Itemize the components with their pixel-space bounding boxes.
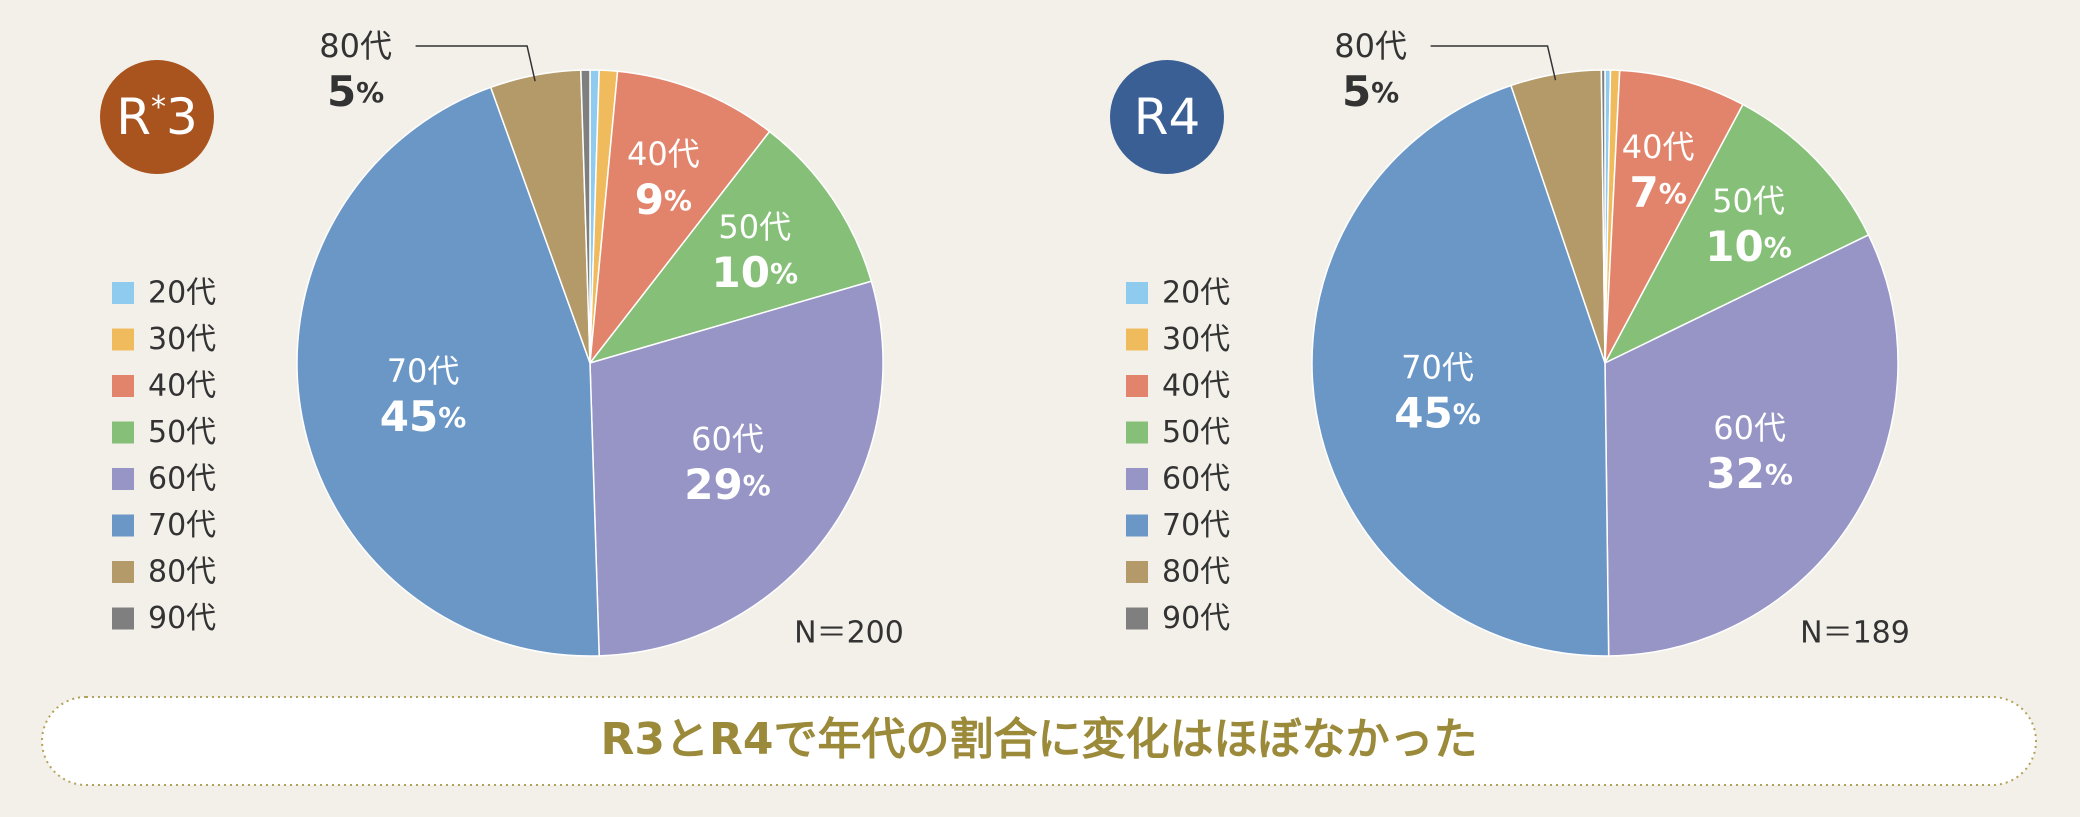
slice-value-label: 29%: [684, 459, 771, 508]
slice-value-label: 5%: [1342, 67, 1399, 116]
slice-category: 50代: [718, 208, 791, 246]
legend-label: 80代: [1162, 555, 1230, 590]
legend-swatch: [112, 607, 134, 630]
slice-category: 80代: [319, 27, 392, 65]
legend-swatch: [112, 328, 134, 351]
legend-label: 80代: [148, 555, 216, 590]
legend-label: 60代: [1162, 462, 1230, 497]
badge-circle: [1110, 60, 1224, 174]
slice-value-label: 10%: [712, 248, 799, 297]
pie-slice: [587, 130, 873, 365]
legend-label: 60代: [148, 462, 216, 497]
slice-category: 80代: [1334, 27, 1407, 65]
legend-label: 90代: [148, 601, 216, 636]
pie-slice: [580, 69, 591, 364]
legend-label: 50代: [1162, 415, 1230, 450]
pie-slice: [1603, 103, 1870, 365]
slice-category: 70代: [387, 352, 460, 390]
badge-label: R*3: [116, 88, 198, 146]
legend-label: 20代: [148, 276, 216, 311]
slice-category: 40代: [1622, 128, 1695, 166]
legend-label: 20代: [1162, 276, 1230, 311]
legend-label: 50代: [148, 415, 216, 450]
legend-swatch: [1126, 561, 1148, 583]
legend-label: 70代: [148, 508, 216, 543]
pie-slice: [1604, 233, 1899, 657]
pie-slice: [1604, 69, 1744, 364]
slice-value-label: 10%: [1705, 221, 1792, 270]
legend-swatch: [112, 421, 134, 444]
legend-swatch: [1126, 282, 1148, 304]
legend-swatch: [112, 375, 134, 397]
slice-category: 50代: [1712, 182, 1785, 220]
legend-swatch: [1126, 421, 1148, 444]
slice-value-label: 5%: [327, 67, 384, 116]
legend-label: 70代: [1162, 508, 1230, 543]
legend-swatch: [112, 282, 134, 304]
legend-swatch: [112, 468, 134, 490]
legend-label: 40代: [148, 369, 216, 404]
pie-slice: [589, 280, 884, 657]
legend-label: 30代: [1162, 322, 1230, 357]
pie-slice: [1600, 69, 1606, 364]
legend-swatch: [112, 561, 134, 583]
slice-category: 70代: [1401, 349, 1474, 387]
conclusion-box: [41, 696, 2037, 786]
legend-label: 90代: [1162, 601, 1230, 636]
legend-label: 40代: [1162, 369, 1230, 404]
legend-swatch: [1126, 514, 1148, 537]
slice-value-label: 9%: [635, 174, 692, 223]
pie-slice: [296, 86, 600, 657]
slice-value-label: 45%: [380, 391, 467, 440]
sample-size: N＝189: [1800, 616, 1910, 651]
slice-value-label: 7%: [1630, 167, 1687, 216]
slice-value-label: 32%: [1706, 449, 1793, 498]
legend-swatch: [1126, 375, 1148, 397]
legend-swatch: [1126, 328, 1148, 351]
pie-slice: [1311, 84, 1610, 657]
slice-category: 60代: [1713, 409, 1786, 447]
slice-category: 60代: [691, 420, 764, 458]
sample-size: N＝200: [794, 616, 904, 651]
slice-value-label: 45%: [1394, 388, 1481, 437]
legend-label: 30代: [148, 322, 216, 357]
legend-swatch: [112, 514, 134, 537]
badge-label: R4: [1134, 88, 1201, 146]
legend-swatch: [1126, 607, 1148, 630]
pie-slice: [589, 70, 771, 366]
slice-category: 40代: [627, 135, 700, 173]
conclusion-text: R3とR4で年代の割合に変化はほぼなかった: [601, 714, 1478, 765]
badge-circle: [100, 60, 214, 174]
legend-swatch: [1126, 468, 1148, 490]
leader-line: [1430, 45, 1557, 81]
leader-line: [415, 45, 536, 82]
